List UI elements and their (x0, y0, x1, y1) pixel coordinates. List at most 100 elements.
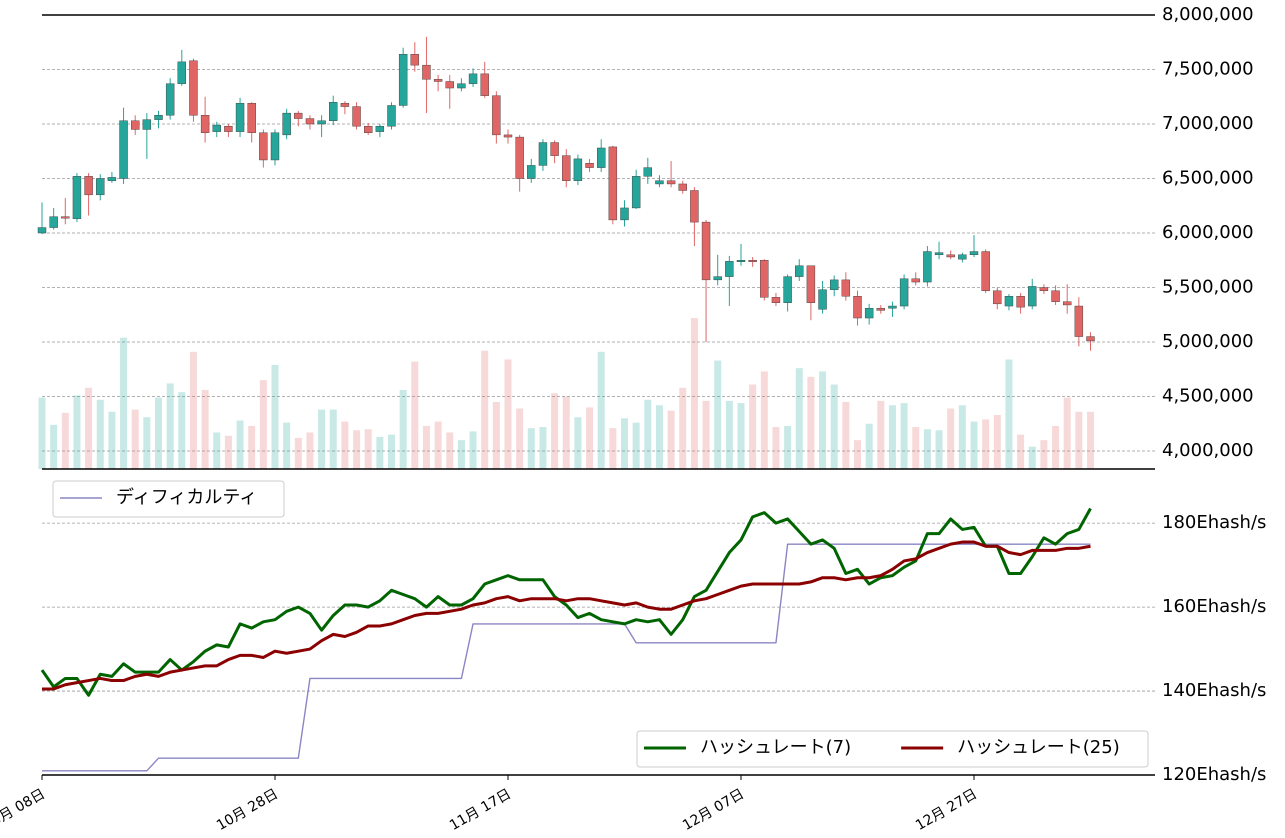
volume-bar (306, 432, 314, 469)
candle-body (806, 265, 816, 303)
volume-bar (492, 401, 500, 469)
volume-bar (865, 423, 873, 469)
volume-bar (73, 395, 81, 469)
volume-bar (294, 437, 302, 469)
y-tick-label: 5,000,000 (1162, 331, 1254, 352)
volume-bar (469, 431, 477, 469)
volume-bars (38, 318, 1094, 469)
candle-body (876, 308, 885, 311)
candle-body (247, 103, 256, 133)
candle-body (364, 125, 373, 133)
legend-label: ディフィカルティ (116, 487, 257, 508)
volume-bar (900, 403, 908, 469)
candle-body (608, 146, 618, 221)
candle-body (981, 251, 990, 291)
candle-body (37, 227, 47, 234)
volume-bar (958, 405, 966, 469)
volume-bar (1040, 440, 1048, 469)
volume-bar (201, 389, 209, 469)
volume-bar (947, 408, 955, 469)
candle-body (666, 180, 676, 185)
candle-body (165, 83, 175, 116)
candle-body (783, 276, 792, 303)
candle-body (398, 54, 408, 106)
volume-bar (725, 400, 733, 469)
volume-bar (61, 412, 69, 469)
candle-body (701, 221, 711, 281)
volume-bar (329, 409, 337, 469)
candle-body (1074, 305, 1084, 337)
volume-bar (364, 429, 372, 469)
y-tick-label: 8,000,000 (1162, 4, 1254, 25)
candle-body (911, 278, 920, 283)
volume-bar (690, 318, 698, 469)
volume-bar (178, 392, 186, 469)
candle-body (1039, 287, 1049, 291)
volume-bar (1028, 446, 1036, 469)
volume-bar (189, 351, 197, 469)
volume-bar (888, 405, 896, 469)
candle-body (212, 124, 221, 132)
candle-body (352, 106, 361, 127)
x-tick-label: 11月 17日 (447, 786, 514, 834)
volume-bar (539, 427, 547, 469)
y-tick-label: 4,000,000 (1162, 440, 1254, 461)
volume-bar (318, 409, 326, 469)
x-tick-label: 10月 08日 (0, 786, 48, 834)
candle-body (736, 260, 746, 262)
y-tick-label: 180Ehash/s (1162, 512, 1266, 533)
x-tick-label: 12月 27日 (913, 786, 980, 834)
candle-body (468, 73, 478, 84)
candle-body (585, 163, 594, 168)
volume-bar (236, 420, 244, 469)
candle-body (923, 251, 932, 283)
volume-bar (422, 425, 430, 469)
candle-body (771, 297, 781, 303)
volume-bar (737, 403, 745, 469)
candle-body (294, 112, 303, 119)
volume-bar (131, 409, 139, 469)
volume-bar (784, 425, 792, 469)
candle-body (282, 112, 291, 136)
volume-bar (1075, 411, 1083, 469)
candle-body (631, 176, 641, 209)
candle-body (61, 216, 70, 219)
volume-bar (434, 421, 442, 469)
volume-bar (574, 417, 582, 469)
volume-bar (854, 440, 861, 469)
volume-bar (912, 427, 920, 469)
volume-bar (224, 435, 232, 469)
candle-body (830, 279, 839, 290)
candle-body (795, 265, 804, 277)
volume-bar (527, 428, 535, 469)
volume-bar (993, 415, 1001, 469)
candle-body (597, 147, 606, 168)
volume-bar (388, 434, 395, 469)
volume-bar (446, 432, 454, 469)
volume-bar (516, 408, 524, 469)
legend-box (52, 480, 285, 518)
candle-body (713, 276, 722, 281)
candle-body (72, 176, 82, 220)
volume-bar (667, 410, 675, 469)
candle-body (503, 134, 513, 138)
candle-body (550, 142, 559, 156)
candle-body (433, 79, 443, 82)
candle-body (329, 102, 338, 121)
volume-bar (411, 361, 419, 469)
candle-body (1051, 290, 1060, 302)
volume-bar (597, 351, 605, 469)
candle-body (317, 120, 326, 125)
candle-body (899, 278, 909, 307)
volume-bar (1052, 425, 1060, 469)
volume-bar (481, 350, 489, 469)
volume-bar (830, 384, 838, 469)
candle-body (527, 165, 536, 179)
y-tick-label: 6,500,000 (1162, 168, 1254, 189)
volume-bar (562, 396, 570, 469)
volume-bar (632, 422, 640, 469)
candle-body (422, 64, 431, 80)
volume-bar (586, 407, 594, 469)
y-tick-label: 6,000,000 (1162, 222, 1254, 243)
candle-body (96, 178, 105, 196)
